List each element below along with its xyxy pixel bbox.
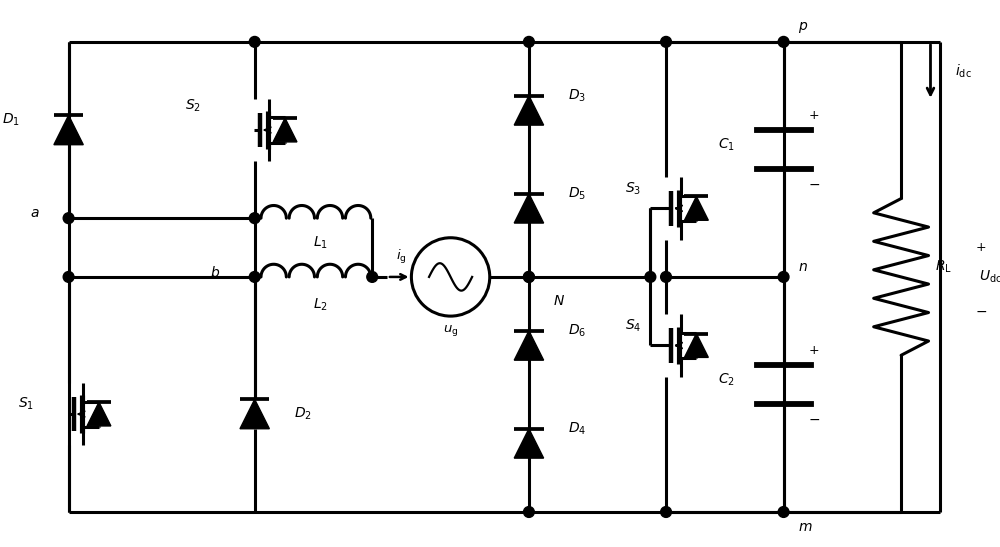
Text: $p$: $p$ (798, 20, 808, 34)
Circle shape (524, 271, 534, 282)
Circle shape (661, 37, 671, 47)
Circle shape (63, 213, 74, 224)
Text: $-$: $-$ (808, 412, 820, 426)
Polygon shape (684, 196, 708, 220)
Text: $S_1$: $S_1$ (18, 396, 34, 412)
Circle shape (63, 271, 74, 282)
Polygon shape (514, 194, 544, 223)
Circle shape (661, 271, 671, 282)
Circle shape (249, 37, 260, 47)
Text: $+$: $+$ (975, 241, 986, 254)
Text: $R_{\rm L}$: $R_{\rm L}$ (935, 259, 952, 275)
Text: $b$: $b$ (210, 265, 220, 280)
Polygon shape (240, 399, 269, 429)
Text: $C_2$: $C_2$ (718, 371, 735, 388)
Text: $m$: $m$ (798, 520, 813, 534)
Text: $L_1$: $L_1$ (313, 235, 328, 251)
Text: $D_3$: $D_3$ (568, 88, 586, 104)
Text: $D_2$: $D_2$ (294, 406, 312, 422)
Text: $D_4$: $D_4$ (568, 421, 586, 437)
Polygon shape (514, 96, 544, 125)
Circle shape (778, 271, 789, 282)
Polygon shape (87, 402, 111, 426)
Circle shape (249, 213, 260, 224)
Circle shape (778, 37, 789, 47)
Circle shape (524, 271, 534, 282)
Circle shape (778, 507, 789, 517)
Text: $D_1$: $D_1$ (2, 112, 20, 129)
Text: $D_6$: $D_6$ (568, 323, 586, 339)
Text: $S_2$: $S_2$ (185, 97, 201, 114)
Text: $N$: $N$ (553, 294, 565, 309)
Text: $i_{\rm g}$: $i_{\rm g}$ (396, 248, 407, 266)
Polygon shape (514, 331, 544, 360)
Text: $+$: $+$ (808, 109, 819, 122)
Text: $i_{\rm dc}$: $i_{\rm dc}$ (955, 62, 972, 80)
Circle shape (645, 271, 656, 282)
Polygon shape (273, 118, 297, 142)
Text: $a$: $a$ (30, 206, 39, 220)
Text: $D_5$: $D_5$ (568, 185, 586, 202)
Text: $S_3$: $S_3$ (625, 181, 642, 197)
Polygon shape (54, 115, 83, 145)
Circle shape (367, 271, 378, 282)
Text: $n$: $n$ (798, 260, 808, 274)
Circle shape (524, 507, 534, 517)
Text: $-$: $-$ (975, 304, 987, 318)
Text: $u_{\rm g}$: $u_{\rm g}$ (443, 323, 458, 338)
Text: $+$: $+$ (808, 344, 819, 357)
Text: $C_1$: $C_1$ (718, 137, 735, 153)
Circle shape (249, 271, 260, 282)
Polygon shape (514, 429, 544, 458)
Text: $S_4$: $S_4$ (625, 318, 642, 334)
Polygon shape (684, 334, 708, 357)
Circle shape (661, 507, 671, 517)
Text: $U_{\rm dc}$: $U_{\rm dc}$ (979, 269, 1000, 285)
Text: $L_2$: $L_2$ (313, 296, 328, 312)
Circle shape (524, 37, 534, 47)
Text: $-$: $-$ (808, 177, 820, 191)
